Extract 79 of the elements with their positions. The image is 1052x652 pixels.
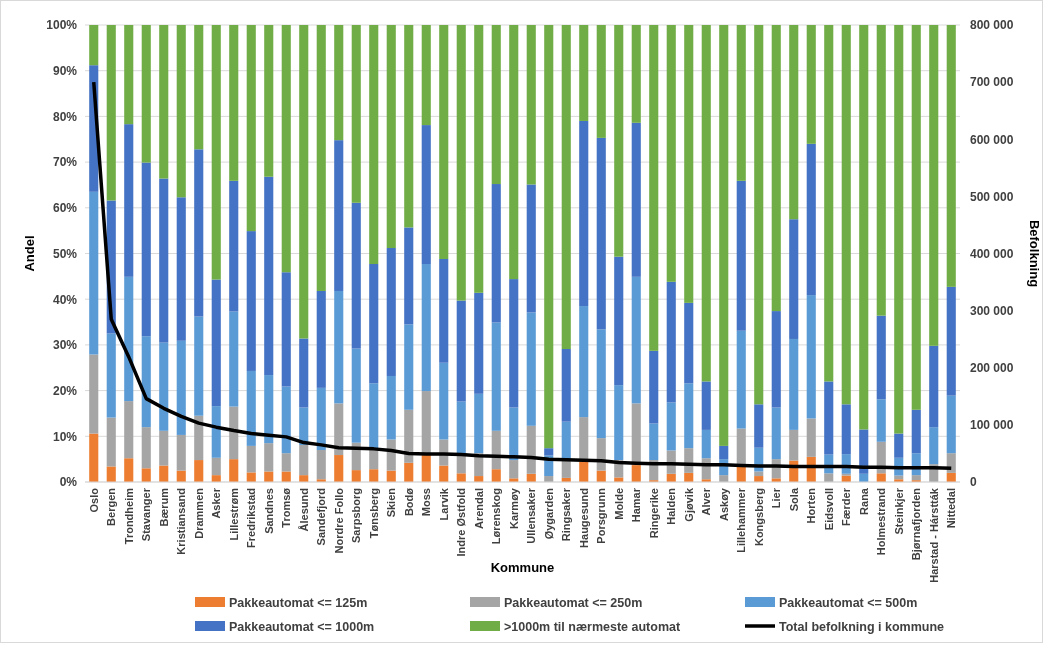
legend-label: Pakkeautomat <= 125m <box>229 595 368 610</box>
y-tick-label: 90% <box>52 64 78 79</box>
x-tick-label: Haugesund <box>577 488 590 548</box>
y-tick-label: 70% <box>52 155 78 170</box>
x-tick-label: Nordre Follo <box>332 487 345 554</box>
y-tick-label: 10% <box>52 429 78 444</box>
x-tick-label: Oslo <box>87 487 100 513</box>
x-tick-label: Porsgrunn <box>595 487 608 544</box>
x-tick-label: Ringsaker <box>560 487 573 542</box>
x-tick-label: Horten <box>805 487 818 524</box>
x-tick-label: Rana <box>857 487 870 515</box>
x-axis-title: Kommune <box>490 560 555 575</box>
x-tick-label: Sarpsborg <box>350 488 363 544</box>
x-tick-label: Lier <box>770 487 783 509</box>
y-tick-label: 80% <box>52 109 78 124</box>
y2-tick-label: 200 000 <box>970 361 1014 376</box>
x-tick-label: Hamar <box>630 487 643 523</box>
legend-label: Pakkeautomat <= 250m <box>504 595 643 610</box>
x-tick-label: Moss <box>420 488 433 517</box>
y2-tick-label: 0 <box>970 475 977 490</box>
x-tick-label: Nittedal <box>945 488 958 529</box>
x-tick-label: Fredrikstad <box>245 488 258 548</box>
x-tick-label: Bærum <box>157 487 170 527</box>
x-tick-label: Halden <box>665 487 678 525</box>
x-tick-label: Tromsø <box>280 487 293 528</box>
x-tick-label: Indre Østfold <box>455 488 468 557</box>
x-tick-label: Tønsberg <box>367 488 380 539</box>
y2-tick-label: 500 000 <box>970 189 1014 204</box>
y-tick-label: 20% <box>52 383 78 398</box>
x-tick-label: Lørenskog <box>490 488 503 545</box>
y-tick-label: 100% <box>46 18 78 33</box>
x-tick-label: Holmestrand <box>875 488 888 556</box>
x-tick-label: Stavanger <box>140 487 153 542</box>
x-tick-label: Ålesund <box>297 488 310 532</box>
x-tick-label: Skien <box>385 487 398 518</box>
legend-label: >1000m til nærmeste automat <box>504 619 681 634</box>
x-tick-label: Alver <box>700 487 713 516</box>
y2-tick-label: 800 000 <box>970 18 1014 33</box>
x-tick-label: Eidsvoll <box>822 488 835 531</box>
y-tick-label: 30% <box>52 338 78 353</box>
y2-tick-label: 400 000 <box>970 246 1014 261</box>
x-tick-label: Sandnes <box>262 488 275 534</box>
x-tick-label: Sola <box>787 487 800 512</box>
x-tick-label: Færder <box>840 487 853 526</box>
legend-label: Pakkeautomat <= 1000m <box>229 619 375 634</box>
y-tick-label: 0% <box>59 475 78 490</box>
x-tick-label: Arendal <box>472 488 485 529</box>
y2-tick-label: 100 000 <box>970 418 1014 433</box>
x-tick-label: Karmøy <box>507 487 520 529</box>
y-tick-label: 50% <box>52 246 78 261</box>
x-tick-label: Ullensaker <box>525 487 538 544</box>
y2-axis-title: Befolkning <box>1027 219 1042 288</box>
x-tick-label: Lillehammer <box>735 487 748 553</box>
x-tick-label: Ringerike <box>647 488 660 539</box>
x-tick-label: Bergen <box>105 487 118 526</box>
y2-tick-label: 300 000 <box>970 303 1014 318</box>
x-tick-label: Harstad - Hárstták <box>927 487 940 583</box>
x-tick-label: Kongsberg <box>752 488 765 547</box>
x-tick-label: Asker <box>210 487 223 519</box>
x-tick-label: Lillestrøm <box>227 487 240 541</box>
x-tick-label: Steinkjer <box>892 487 905 535</box>
x-tick-label: Bodø <box>402 487 415 517</box>
x-tick-label: Askøy <box>717 487 730 522</box>
x-tick-label: Trondheim <box>122 487 135 545</box>
x-tick-label: Larvik <box>437 487 450 521</box>
legend-label: Total befolkning i kommune <box>779 619 945 634</box>
x-tick-label: Kristiansand <box>175 488 188 555</box>
legend-label: Pakkeautomat <= 500m <box>779 595 918 610</box>
x-tick-label: Drammen <box>192 487 205 539</box>
x-tick-label: Gjøvik <box>682 487 695 522</box>
x-tick-label: Molde <box>612 488 625 520</box>
y2-tick-label: 700 000 <box>970 75 1014 90</box>
y-tick-label: 40% <box>52 292 78 307</box>
x-tick-label: Bjørnafjorden <box>910 487 923 561</box>
y-axis-title: Andel <box>22 235 37 272</box>
x-tick-label: Øygarden <box>542 487 555 540</box>
y2-tick-label: 600 000 <box>970 132 1014 147</box>
y-tick-label: 60% <box>52 201 78 216</box>
x-tick-label: Sandefjord <box>315 488 328 546</box>
